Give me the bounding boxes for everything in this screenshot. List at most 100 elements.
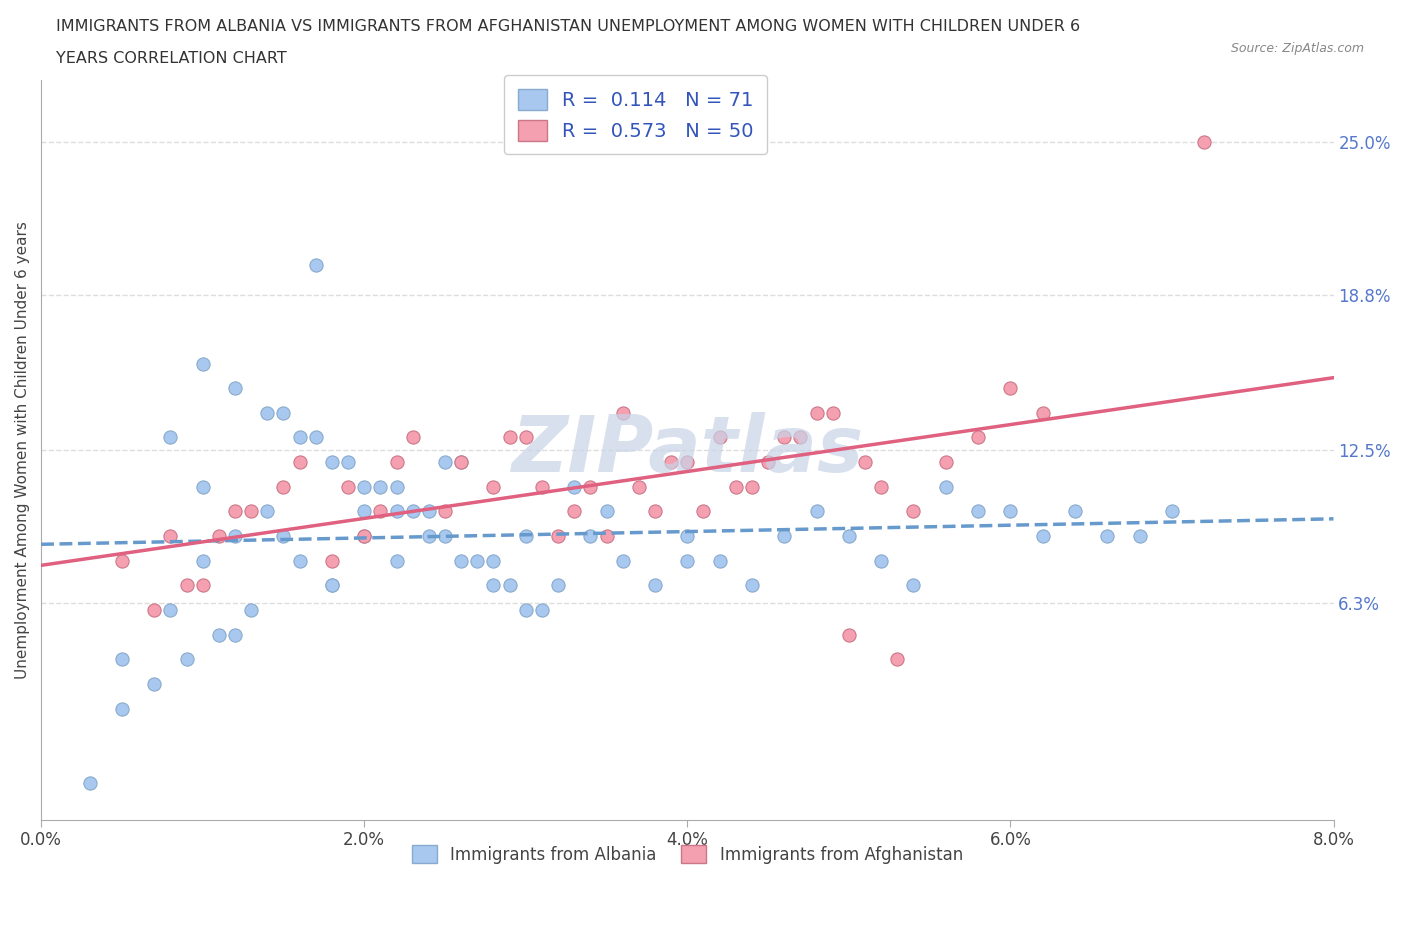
Point (321, 578, 343, 592)
Text: ZIPatlas: ZIPatlas (512, 412, 863, 488)
Point (385, 504, 408, 519)
Point (433, 504, 456, 519)
Point (789, 430, 811, 445)
Point (321, 455, 343, 470)
Point (433, 455, 456, 470)
Point (224, 528, 246, 543)
Point (579, 479, 602, 494)
Point (143, 676, 166, 691)
Point (709, 430, 731, 445)
Point (579, 528, 602, 543)
Point (353, 528, 375, 543)
Point (870, 553, 893, 568)
Point (159, 528, 181, 543)
Point (903, 504, 925, 519)
Point (530, 479, 553, 494)
Point (1194, 134, 1216, 149)
Point (79, 775, 101, 790)
Point (612, 553, 634, 568)
Point (967, 430, 990, 445)
Point (1032, 528, 1054, 543)
Point (111, 701, 134, 716)
Y-axis label: Unemployment Among Women with Children Under 6 years: Unemployment Among Women with Children U… (15, 221, 30, 679)
Point (806, 504, 828, 519)
Point (370, 479, 392, 494)
Point (402, 430, 425, 445)
Point (562, 504, 585, 519)
Point (547, 578, 569, 592)
Point (240, 603, 263, 618)
Point (191, 479, 214, 494)
Point (821, 405, 844, 420)
Point (676, 528, 699, 543)
Point (305, 258, 328, 272)
Point (273, 405, 295, 420)
Point (465, 553, 488, 568)
Point (450, 455, 472, 470)
Point (482, 553, 505, 568)
Point (1097, 528, 1119, 543)
Point (1000, 504, 1022, 519)
Point (385, 455, 408, 470)
Point (612, 405, 634, 420)
Point (224, 627, 246, 642)
Point (305, 430, 328, 445)
Point (176, 652, 198, 667)
Point (1161, 504, 1184, 519)
Point (644, 504, 666, 519)
Point (273, 528, 295, 543)
Point (676, 553, 699, 568)
Point (256, 504, 278, 519)
Point (191, 356, 214, 371)
Point (159, 603, 181, 618)
Point (595, 504, 617, 519)
Point (288, 455, 311, 470)
Point (967, 504, 990, 519)
Point (1064, 504, 1087, 519)
Point (595, 528, 617, 543)
Point (111, 652, 134, 667)
Point (191, 578, 214, 592)
Point (402, 504, 425, 519)
Point (724, 479, 747, 494)
Point (159, 430, 181, 445)
Point (562, 479, 585, 494)
Point (288, 430, 311, 445)
Point (321, 578, 343, 592)
Point (111, 553, 134, 568)
Point (353, 479, 375, 494)
Point (773, 528, 796, 543)
Legend: Immigrants from Albania, Immigrants from Afghanistan: Immigrants from Albania, Immigrants from… (405, 838, 970, 870)
Point (143, 603, 166, 618)
Point (659, 455, 682, 470)
Point (515, 430, 537, 445)
Point (176, 578, 198, 592)
Point (385, 479, 408, 494)
Point (838, 627, 860, 642)
Point (370, 504, 392, 519)
Point (418, 504, 440, 519)
Text: Source: ZipAtlas.com: Source: ZipAtlas.com (1230, 42, 1364, 55)
Point (256, 405, 278, 420)
Point (903, 578, 925, 592)
Point (337, 455, 360, 470)
Point (450, 553, 472, 568)
Point (482, 479, 505, 494)
Point (515, 603, 537, 618)
Point (773, 430, 796, 445)
Point (433, 528, 456, 543)
Point (530, 603, 553, 618)
Point (627, 479, 650, 494)
Point (547, 528, 569, 543)
Point (676, 455, 699, 470)
Point (273, 479, 295, 494)
Point (709, 553, 731, 568)
Point (935, 455, 957, 470)
Text: YEARS CORRELATION CHART: YEARS CORRELATION CHART (56, 51, 287, 66)
Point (353, 528, 375, 543)
Point (515, 528, 537, 543)
Point (838, 528, 860, 543)
Point (288, 553, 311, 568)
Point (935, 479, 957, 494)
Point (1129, 528, 1152, 543)
